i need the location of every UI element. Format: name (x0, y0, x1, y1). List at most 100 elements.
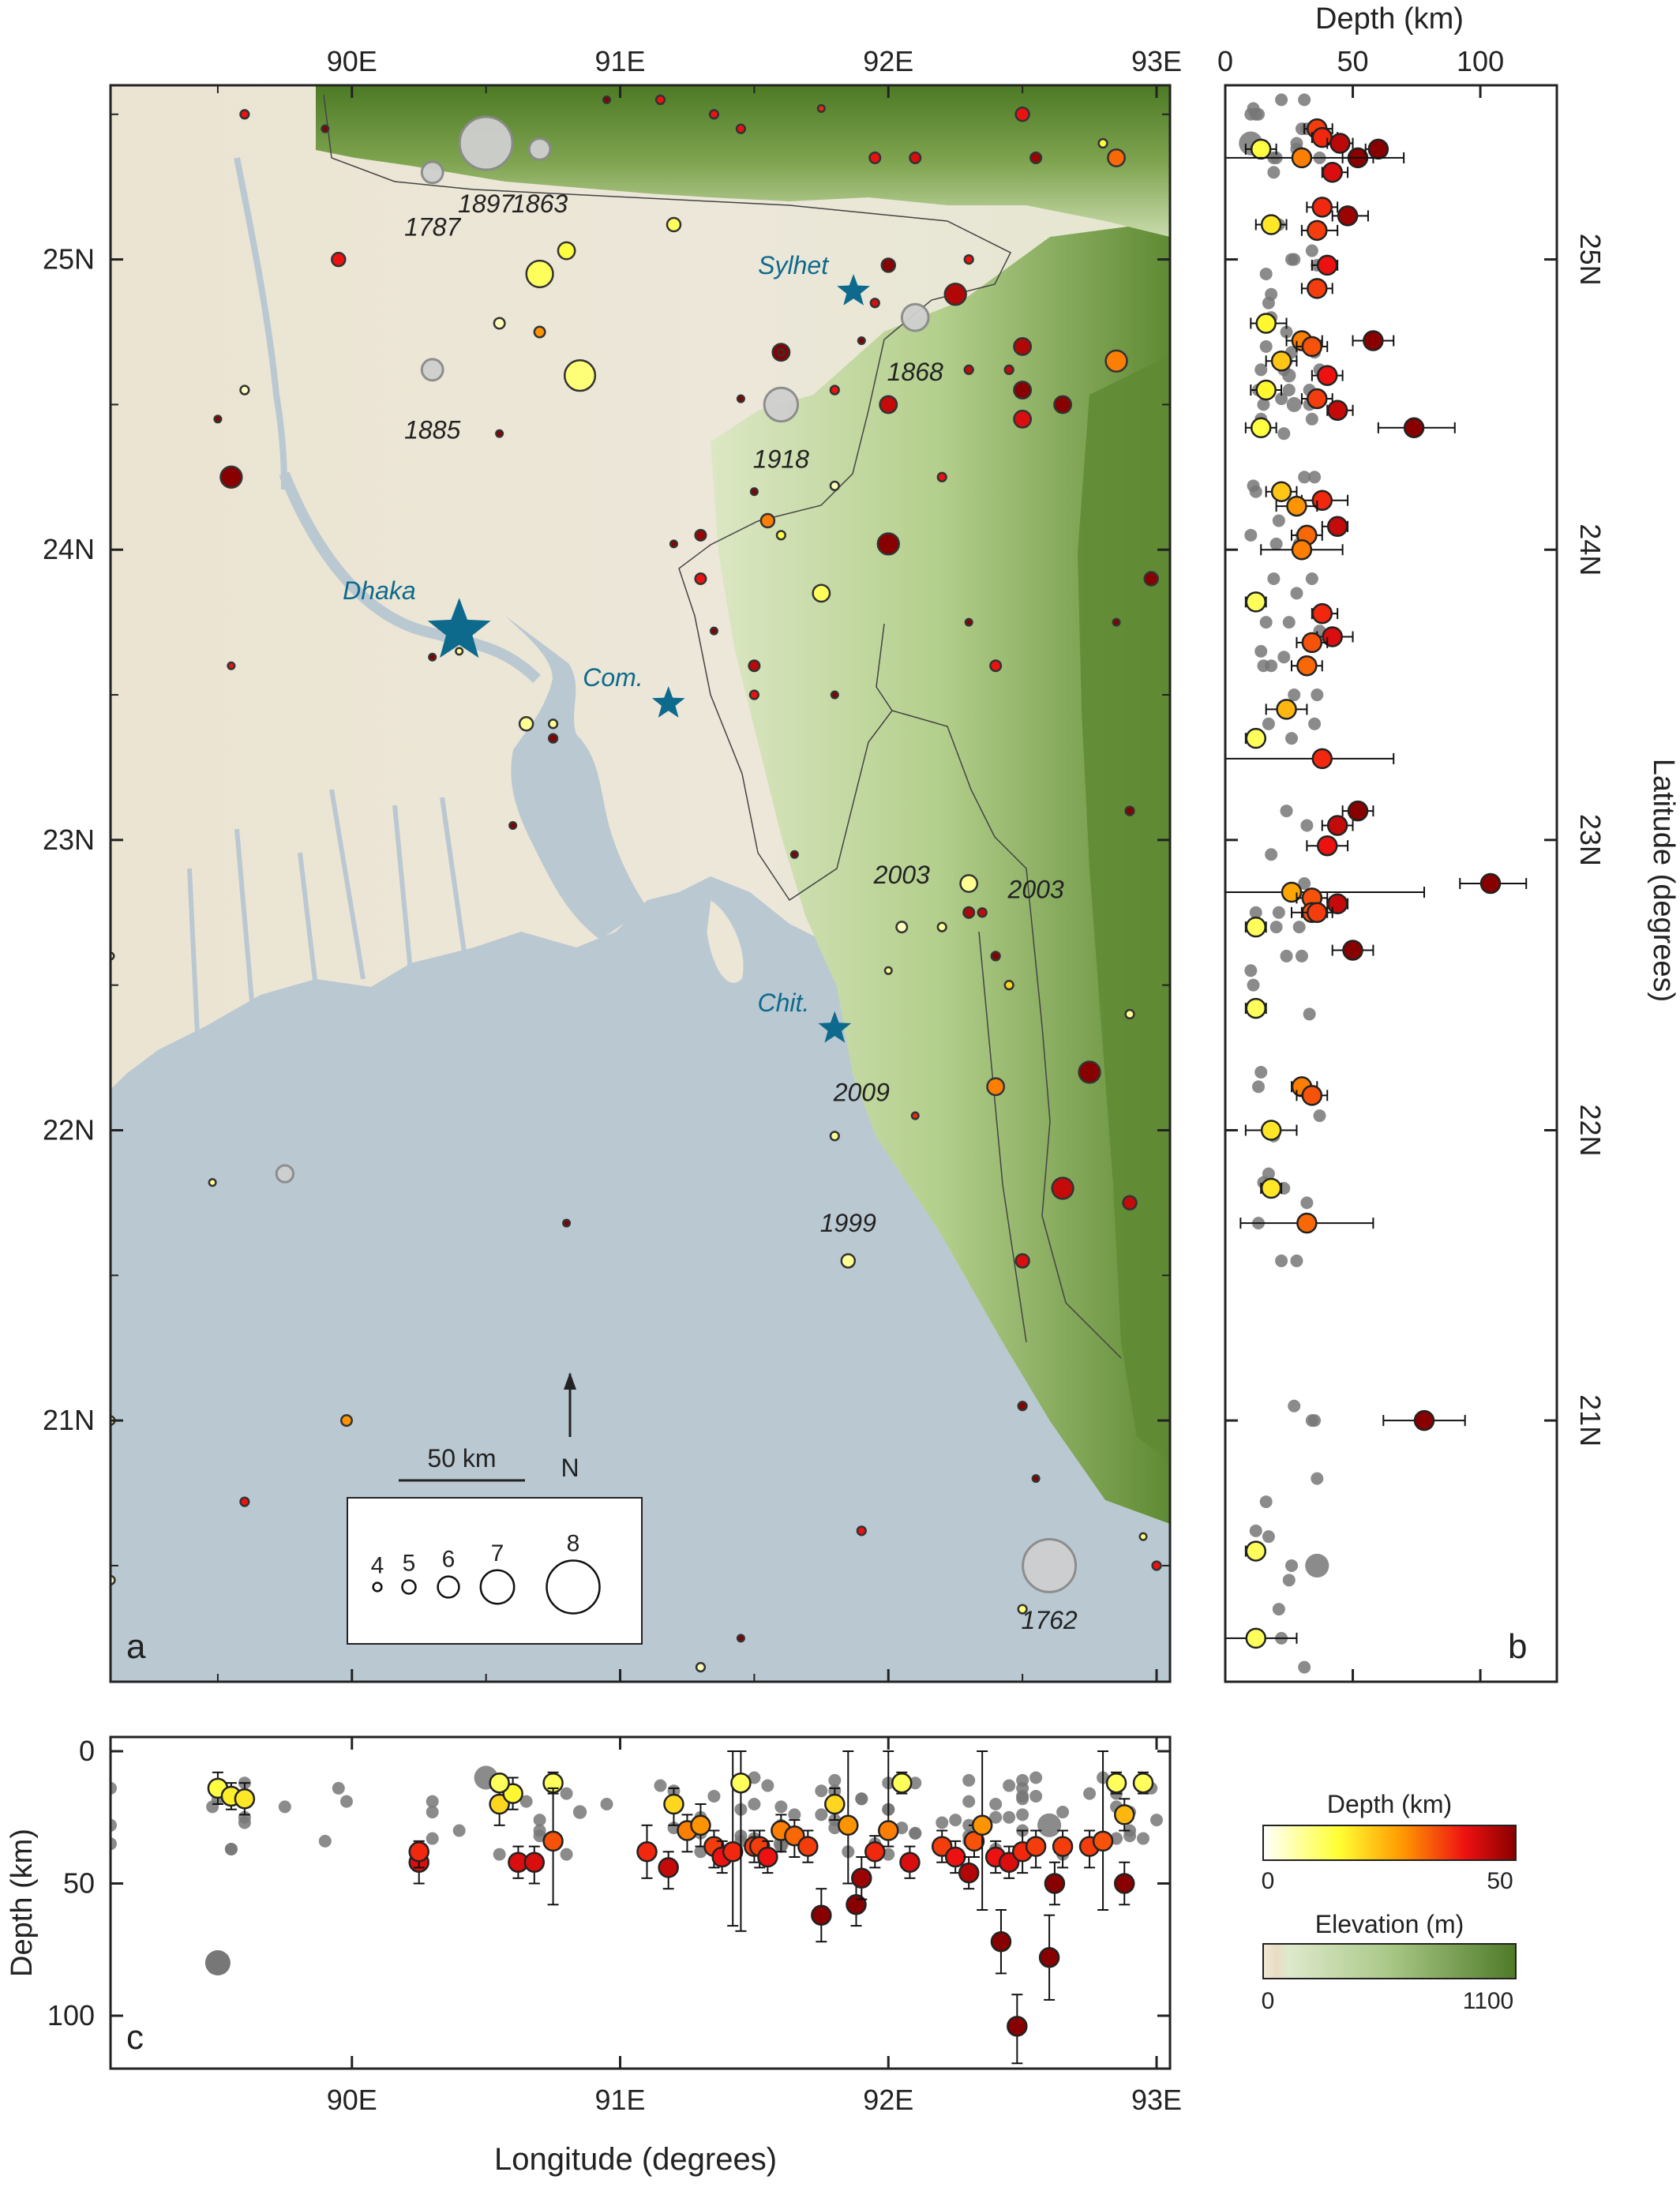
depth-point (1403, 417, 1425, 439)
background-event-point (815, 1784, 828, 1798)
background-event-point (1280, 949, 1293, 962)
lat-tick-label: 21N (1574, 1394, 1607, 1446)
depth-point (1245, 1540, 1267, 1562)
background-event-point (1308, 717, 1322, 730)
background-event-point (1285, 1559, 1298, 1572)
background-event-point (1305, 244, 1318, 257)
background-event-point (774, 1800, 788, 1814)
magnitude-legend-circle (546, 1559, 601, 1615)
panel-c-frame (109, 1735, 1172, 2070)
depth-point (1260, 214, 1282, 235)
lat-tick-label: 25N (1574, 234, 1607, 286)
depth-point (1326, 400, 1348, 422)
background-event-point (1037, 1813, 1062, 1837)
background-event-point (1254, 363, 1268, 377)
earthquake-point (602, 95, 612, 104)
northern-mountains (316, 85, 1170, 237)
background-event-point (519, 1795, 533, 1808)
earthquake-point (495, 429, 504, 438)
background-event-point (600, 1798, 613, 1810)
scale-bar-label: 50 km (427, 1444, 496, 1473)
earthquake-point (936, 921, 947, 932)
city-star-icon (427, 598, 491, 658)
earthquake-point (748, 659, 761, 673)
earthquake-point (455, 647, 464, 656)
depth-point (1347, 800, 1369, 822)
depth-point (1291, 538, 1313, 561)
background-event-point (1290, 137, 1303, 150)
panel-c-axes: 0 50 100 90E 91E 92E 93E (47, 1735, 1182, 2116)
depth-point (730, 1772, 752, 1794)
depth-tick-label: 0 (79, 1735, 95, 1767)
depth-point (1260, 1177, 1282, 1199)
earthquake-point (525, 259, 554, 289)
depth-point (663, 1793, 684, 1815)
lat-tick-label: 24N (43, 533, 95, 565)
depth-colorbar-max: 50 (1487, 1868, 1513, 1894)
background-event-point (1254, 644, 1268, 658)
background-event-point (204, 1950, 231, 1975)
depth-point (1311, 126, 1333, 148)
earthquake-point (883, 966, 893, 975)
earthquake-point (227, 661, 236, 670)
panel-b-title: Depth (km) (1315, 2, 1464, 36)
background-event-point (1305, 412, 1318, 426)
earthquake-point (964, 617, 973, 627)
magnitude-legend-circle (437, 1575, 460, 1599)
event-year-label: 2003 (1007, 875, 1064, 903)
background-event-point (1288, 1399, 1301, 1413)
depth-point (1296, 655, 1318, 677)
background-event-point (1257, 398, 1270, 411)
background-event-point (224, 1842, 238, 1855)
background-event-point (426, 1795, 439, 1808)
background-event-point (1003, 1779, 1016, 1792)
magnitude-legend-circle (479, 1569, 516, 1605)
background-event-point (1259, 616, 1273, 629)
earthquake-point (208, 1178, 217, 1187)
earthquake-point (829, 1131, 840, 1142)
depth-point (542, 1830, 564, 1852)
depth-point (1245, 727, 1267, 749)
magnitude-legend-circle (401, 1579, 417, 1595)
depth-point (1025, 1836, 1047, 1857)
background-event-point (1275, 1254, 1288, 1267)
background-event-point (1259, 340, 1273, 353)
background-event-point (1298, 93, 1311, 107)
magnitude-legend-label: 7 (491, 1540, 504, 1566)
map-axes: 90E 91E 92E 93E 25N 24N 23N 22N 21N (43, 45, 1182, 1682)
background-event-point (533, 1829, 546, 1843)
event-year-label: 1999 (820, 1209, 876, 1237)
earthquake-point (1107, 148, 1126, 167)
event-year-label: 2009 (833, 1079, 890, 1107)
background-event-point (572, 1805, 587, 1819)
background-event-point (1267, 166, 1281, 179)
background-event-point (1285, 732, 1298, 745)
background-event-point (909, 1776, 922, 1790)
earthquake-point (989, 659, 1003, 673)
background-event-point (748, 1798, 761, 1810)
background-event-point (1298, 877, 1311, 890)
depth-colorbar-gradient (1262, 1825, 1517, 1861)
earthquake-point (428, 652, 437, 662)
background-event-point (1272, 906, 1285, 919)
background-event-point (426, 1832, 439, 1845)
earthquake-point (789, 850, 799, 859)
depth-point (658, 1857, 679, 1878)
lon-tick-label: 90E (327, 2084, 377, 2116)
earthquake-point (748, 689, 760, 700)
depth-point (1307, 902, 1328, 924)
depth-point (234, 1788, 256, 1810)
earthquake-point (936, 471, 947, 482)
state-border (876, 623, 1027, 1343)
earthquake-point (239, 109, 250, 120)
background-event-point (654, 1779, 667, 1792)
background-event-point (828, 1773, 842, 1787)
depth-point (1296, 1212, 1318, 1234)
earthquake-point (749, 487, 759, 497)
depth-point (899, 1851, 921, 1873)
background-event-point (111, 1837, 117, 1851)
map-background (111, 85, 1170, 1682)
background-event-point (1262, 296, 1275, 310)
background-event-point (694, 1845, 707, 1859)
background-event-point (1277, 427, 1291, 441)
